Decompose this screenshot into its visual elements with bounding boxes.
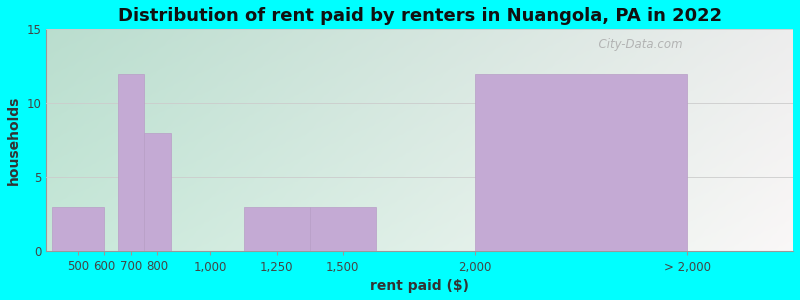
Text: City-Data.com: City-Data.com [591,38,683,51]
Y-axis label: households: households [7,96,21,185]
Bar [475,74,687,251]
Bar [118,74,144,251]
X-axis label: rent paid ($): rent paid ($) [370,279,469,293]
Bar [243,207,310,251]
Bar [144,133,170,251]
Bar [310,207,376,251]
Bar [51,207,105,251]
Title: Distribution of rent paid by renters in Nuangola, PA in 2022: Distribution of rent paid by renters in … [118,7,722,25]
